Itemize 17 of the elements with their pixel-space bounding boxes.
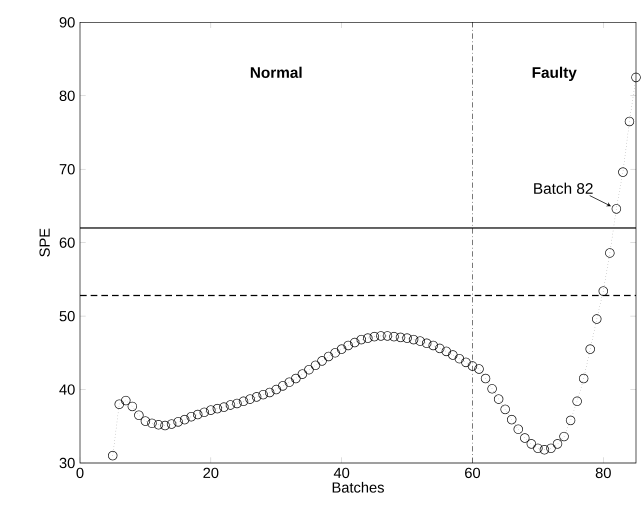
annotation: Normal [250,66,302,78]
y-tick-label: 30 [60,458,75,468]
y-tick-label: 60 [60,237,75,248]
x-axis-title: Batches [332,482,384,493]
annotation: Batch 82 [534,182,593,194]
y-tick-label: 80 [60,90,75,101]
x-tick-label: 20 [203,468,218,478]
y-tick-label: 70 [60,164,75,174]
x-tick-label: 40 [334,468,350,478]
y-tick-label: 50 [60,310,75,322]
y-tick-label: 40 [59,384,75,395]
y-tick-label: 90 [60,17,75,28]
x-tick-label: 80 [596,468,611,478]
y-axis-title: SPE [39,228,50,257]
x-tick-label: 60 [465,468,480,478]
x-tick-label: 0 [76,468,84,478]
annotation: Faulty [532,66,577,81]
